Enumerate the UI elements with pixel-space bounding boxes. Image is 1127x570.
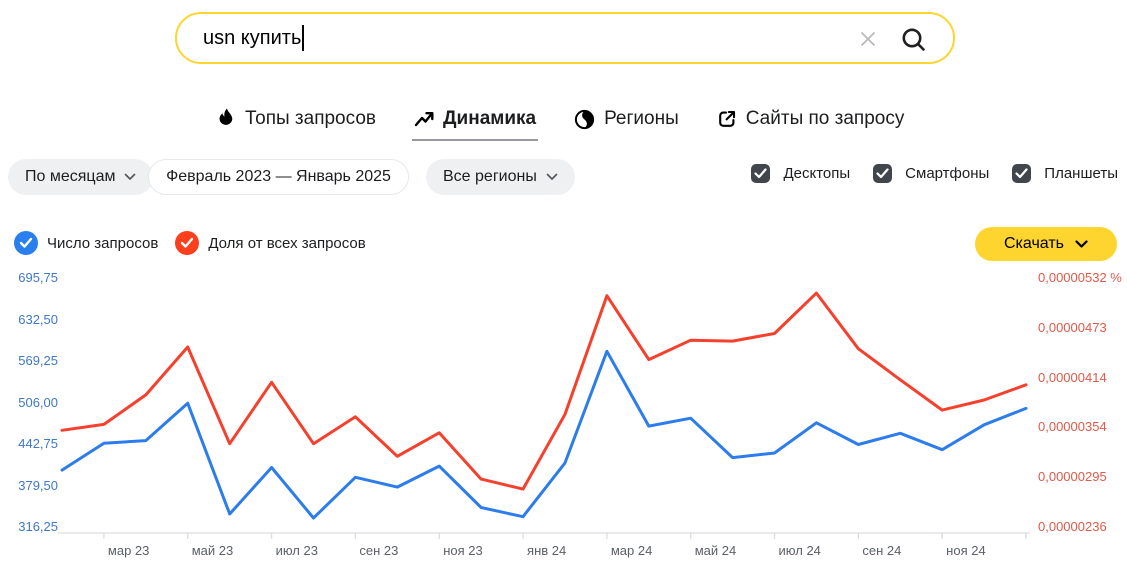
search-input[interactable]: usn купить — [175, 12, 955, 64]
y-axis-label: 0,00000236 — [1038, 519, 1107, 534]
download-label: Скачать — [1004, 235, 1064, 252]
chart-plot — [58, 291, 1030, 539]
checkbox-checked-icon — [1012, 164, 1032, 183]
x-axis-label: май 23 — [191, 543, 234, 558]
region-value: Все регионы — [443, 168, 537, 185]
globe-icon — [574, 109, 595, 129]
legend-item-query-share[interactable]: Доля от всех запросов — [175, 231, 366, 255]
legend-check-icon — [175, 231, 200, 255]
y-axis-label: 442,75 — [18, 436, 58, 451]
tab-top-queries[interactable]: Топы запросов — [215, 106, 378, 141]
legend-label: Число запросов — [47, 234, 159, 252]
device-filters: Десктопы Смартфоны Планшеты — [751, 164, 1118, 183]
search-query-text: usn купить — [203, 26, 302, 49]
y-axis-label: 0,00000295 — [1038, 469, 1107, 485]
y-axis-label: 695,75 — [18, 270, 58, 285]
series-line-count — [60, 349, 1028, 520]
tab-label: Сайты по запросу — [745, 108, 905, 129]
series-line-share — [60, 291, 1028, 491]
period-value: Февраль 2023 — Январь 2025 — [166, 168, 391, 185]
device-checkbox-tablets[interactable]: Планшеты — [1012, 164, 1118, 183]
y-axis-label: 0,00000414 — [1038, 369, 1107, 385]
legend-label: Доля от всех запросов — [208, 234, 366, 252]
external-link-icon — [718, 110, 735, 127]
y-axis-label: 0,00000354 — [1038, 419, 1107, 435]
dynamics-chart: 695,75 632,50 569,25 506,00 442,75 379,50 316,… — [0, 265, 1127, 570]
checkbox-checked-icon — [873, 164, 893, 183]
chevron-down-icon — [1075, 239, 1088, 248]
x-axis-label: июл 23 — [275, 543, 318, 558]
text-caret — [302, 25, 304, 51]
legend-item-query-count[interactable]: Число запросов — [14, 231, 158, 255]
tab-label: Топы запросов — [245, 108, 376, 129]
section-tabs: Топы запросов Динамика Регионы Сайты по … — [215, 106, 906, 141]
left-axis-labels: 695,75 632,50 569,25 506,00 442,75 379,50 316,… — [0, 265, 60, 545]
device-label: Смартфоны — [905, 165, 990, 182]
device-label: Планшеты — [1044, 165, 1118, 182]
y-axis-label: 0,00000473 — [1038, 319, 1107, 335]
x-axis-label: июл 24 — [778, 543, 821, 558]
clear-icon[interactable] — [857, 28, 879, 50]
tab-sites-by-query[interactable]: Сайты по запросу — [715, 106, 907, 141]
device-label: Десктопы — [783, 165, 851, 182]
tab-dynamics[interactable]: Динамика — [412, 106, 539, 141]
chevron-down-icon — [546, 173, 558, 180]
y-axis-label: 506,00 — [18, 394, 58, 410]
x-axis-label: сен 24 — [862, 543, 902, 558]
flame-icon — [219, 108, 233, 125]
y-axis-label: 316,25 — [18, 519, 58, 534]
checkbox-checked-icon — [751, 164, 771, 183]
y-axis-label: 379,50 — [18, 477, 58, 493]
x-axis-labels: мар 23 май 23 июл 23 сен 23 ноя 23 янв 24 мар … — [0, 265, 1127, 570]
x-axis-label: сен 23 — [359, 543, 399, 558]
search-icon[interactable] — [899, 25, 929, 55]
chevron-down-icon — [125, 173, 136, 180]
y-axis-label: 632,50 — [18, 311, 58, 327]
tab-regions[interactable]: Регионы — [572, 106, 681, 141]
y-axis-label: 569,25 — [18, 353, 58, 368]
chart-legend: Число запросов Доля от всех запросов — [14, 231, 366, 255]
period-range-button[interactable]: Февраль 2023 — Январь 2025 — [148, 159, 409, 195]
legend-check-icon — [14, 231, 38, 255]
x-axis-label: мар 24 — [610, 543, 653, 558]
tab-label: Динамика — [443, 108, 537, 129]
y-axis-label: 0,00000532 % — [1038, 270, 1122, 285]
x-axis-label: мар 23 — [107, 543, 150, 558]
x-axis-label: ноя 24 — [946, 543, 986, 558]
tab-label: Регионы — [604, 108, 679, 129]
region-dropdown[interactable]: Все регионы — [426, 159, 575, 195]
download-button[interactable]: Скачать — [975, 227, 1117, 261]
x-axis-label: май 24 — [694, 543, 737, 558]
device-checkbox-desktops[interactable]: Десктопы — [751, 164, 850, 183]
device-checkbox-smartphones[interactable]: Смартфоны — [873, 164, 989, 183]
x-axis-label: янв 24 — [527, 543, 567, 558]
x-axis-label: ноя 23 — [443, 543, 483, 558]
group-by-value: По месяцам — [25, 168, 116, 185]
right-axis-labels: 0,00000532 % 0,00000473 0,00000414 0,000003… — [1038, 265, 1127, 545]
group-by-dropdown[interactable]: По месяцам — [8, 159, 154, 195]
trend-icon — [414, 112, 434, 127]
